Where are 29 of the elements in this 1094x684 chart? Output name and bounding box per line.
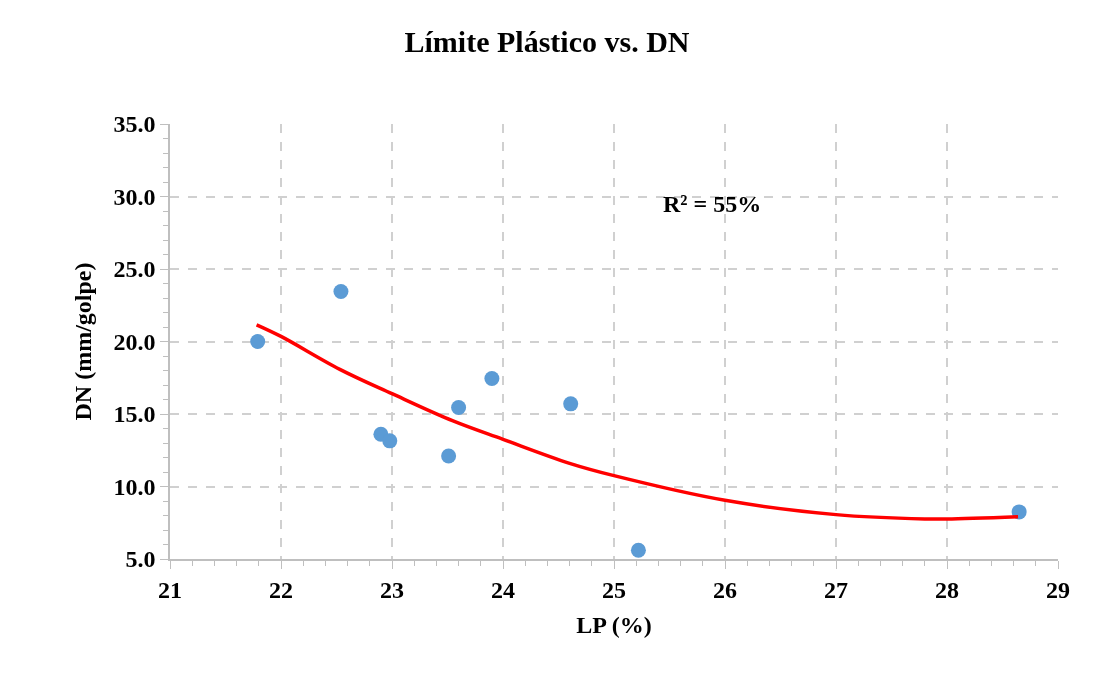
x-tick-label: 27	[824, 576, 848, 603]
point	[484, 370, 500, 386]
x-tick-label: 25	[602, 576, 626, 603]
point	[630, 542, 646, 558]
x-axis-title: LP (%)	[576, 612, 652, 639]
x-tick-label: 23	[380, 576, 404, 603]
x-tick-label: 29	[1046, 576, 1070, 603]
x-tick-label: 22	[269, 576, 293, 603]
y-tick-label: 30.0	[113, 183, 156, 210]
annotation: R² = 55%	[663, 191, 762, 217]
point	[382, 433, 398, 449]
x-tick-label: 28	[935, 576, 959, 603]
x-tick-label: 26	[713, 576, 737, 603]
x-tick-label: 24	[491, 576, 515, 603]
y-tick-label: 15.0	[113, 401, 156, 428]
y-tick-label: 20.0	[113, 328, 156, 355]
point	[250, 334, 266, 349]
point	[441, 448, 457, 464]
point	[1011, 504, 1027, 520]
point	[563, 396, 579, 412]
y-tick-label: 5.0	[125, 546, 156, 573]
point	[451, 399, 467, 415]
y-tick-label: 25.0	[113, 256, 156, 283]
y-axis-title: DN (mm/golpe)	[70, 262, 97, 421]
y-tick-label: 35.0	[113, 111, 156, 138]
y-tick-label: 10.0	[113, 473, 156, 500]
point	[333, 283, 349, 299]
chart-title: Límite Plástico vs. DN	[404, 24, 690, 58]
x-tick-label: 21	[158, 576, 182, 603]
